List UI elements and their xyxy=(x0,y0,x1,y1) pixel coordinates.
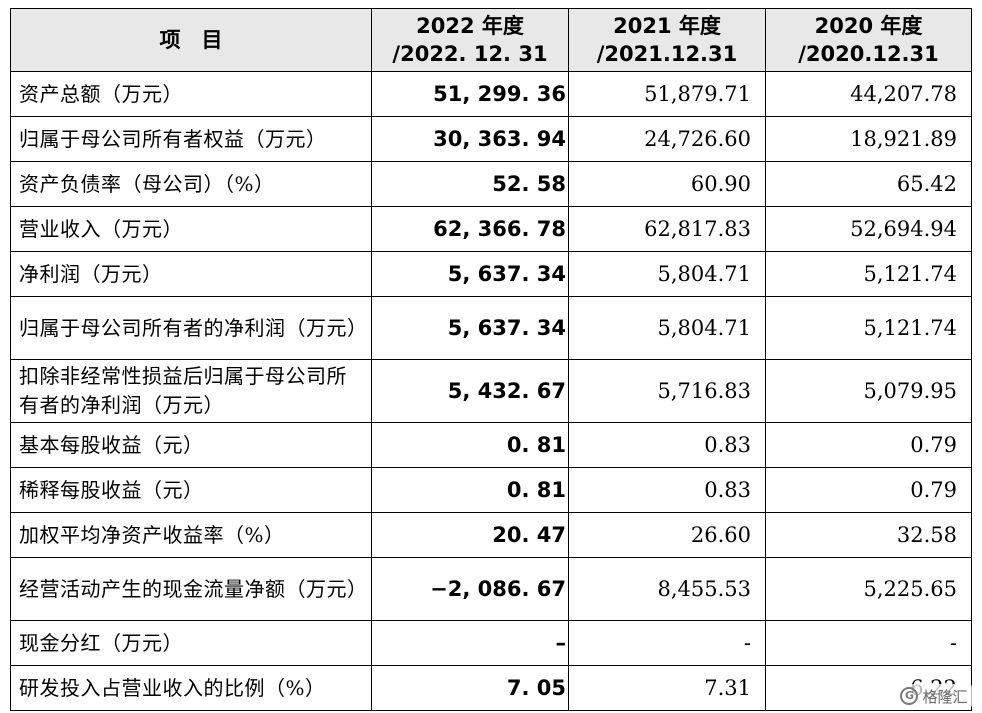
table-row: 经营活动产生的现金流量净额（万元） −2, 086. 67 8,455.53 5… xyxy=(10,557,972,621)
table-row: 归属于母公司所有者权益（万元） 30, 363. 94 24,726.60 18… xyxy=(10,116,972,162)
value-2021: 7.31 xyxy=(568,665,766,711)
row-label: 营业收入（万元） xyxy=(10,206,372,252)
table-row: 现金分红（万元） – - - xyxy=(10,620,972,666)
value-2021: 62,817.83 xyxy=(568,206,766,252)
table-row: 归属于母公司所有者的净利润（万元） 5, 637. 34 5,804.71 5,… xyxy=(10,296,972,360)
value-2021: 5,804.71 xyxy=(568,296,766,360)
value-2021: - xyxy=(568,620,766,666)
table-row: 扣除非经常性损益后归属于母公司所有者的净利润（万元） 5, 432. 67 5,… xyxy=(10,359,972,423)
value-2020: 5,079.95 xyxy=(765,359,972,423)
financial-table: 项 目 2022 年度 /2022. 12. 31 2021 年度 /2021.… xyxy=(10,8,972,711)
row-label: 归属于母公司所有者权益（万元） xyxy=(10,116,372,162)
table-row: 营业收入（万元） 62, 366. 78 62,817.83 52,694.94 xyxy=(10,206,972,252)
watermark: G 格隆汇 xyxy=(892,684,976,708)
value-2020: 52,694.94 xyxy=(765,206,972,252)
value-2022: 0. 81 xyxy=(371,467,569,513)
row-label: 研发投入占营业收入的比例（%） xyxy=(10,665,372,711)
table-row: 资产负债率（母公司）（%） 52. 58 60.90 65.42 xyxy=(10,161,972,207)
row-label: 经营活动产生的现金流量净额（万元） xyxy=(10,557,372,621)
value-2020: 0.79 xyxy=(765,422,972,468)
value-2021: 0.83 xyxy=(568,422,766,468)
header-2020: 2020 年度 /2020.12.31 xyxy=(765,8,972,72)
value-2020: 18,921.89 xyxy=(765,116,972,162)
table-header-row: 项 目 2022 年度 /2022. 12. 31 2021 年度 /2021.… xyxy=(10,8,972,72)
value-2020: 44,207.78 xyxy=(765,71,972,117)
value-2022: 62, 366. 78 xyxy=(371,206,569,252)
value-2022: 5, 637. 34 xyxy=(371,251,569,297)
value-2020: 32.58 xyxy=(765,512,972,558)
value-2022: 20. 47 xyxy=(371,512,569,558)
header-2022: 2022 年度 /2022. 12. 31 xyxy=(371,8,569,72)
row-label: 资产总额（万元） xyxy=(10,71,372,117)
row-label: 基本每股收益（元） xyxy=(10,422,372,468)
value-2020: 5,121.74 xyxy=(765,251,972,297)
table-row: 研发投入占营业收入的比例（%） 7. 05 7.31 6.22 xyxy=(10,665,972,711)
header-2022-date: /2022. 12. 31 xyxy=(392,42,548,66)
value-2022: – xyxy=(371,620,569,666)
header-2022-year: 2022 年度 xyxy=(416,14,524,38)
row-label: 扣除非经常性损益后归属于母公司所有者的净利润（万元） xyxy=(10,359,372,423)
row-label: 归属于母公司所有者的净利润（万元） xyxy=(10,296,372,360)
table-row: 基本每股收益（元） 0. 81 0.83 0.79 xyxy=(10,422,972,468)
value-2022: 30, 363. 94 xyxy=(371,116,569,162)
value-2022: 7. 05 xyxy=(371,665,569,711)
value-2021: 8,455.53 xyxy=(568,557,766,621)
value-2020: - xyxy=(765,620,972,666)
header-item: 项 目 xyxy=(10,8,372,72)
value-2020: 5,225.65 xyxy=(765,557,972,621)
row-label: 现金分红（万元） xyxy=(10,620,372,666)
value-2021: 26.60 xyxy=(568,512,766,558)
value-2022: 5, 432. 67 xyxy=(371,359,569,423)
value-2021: 60.90 xyxy=(568,161,766,207)
row-label: 稀释每股收益（元） xyxy=(10,467,372,513)
row-label: 资产负债率（母公司）（%） xyxy=(10,161,372,207)
header-2021-year: 2021 年度 xyxy=(613,14,721,38)
value-2020: 65.42 xyxy=(765,161,972,207)
value-2022: 51, 299. 36 xyxy=(371,71,569,117)
value-2022: −2, 086. 67 xyxy=(371,557,569,621)
row-label: 净利润（万元） xyxy=(10,251,372,297)
value-2022: 0. 81 xyxy=(371,422,569,468)
table-row: 稀释每股收益（元） 0. 81 0.83 0.79 xyxy=(10,467,972,513)
table-row: 加权平均净资产收益率（%） 20. 47 26.60 32.58 xyxy=(10,512,972,558)
value-2020: 5,121.74 xyxy=(765,296,972,360)
gelonghui-logo-icon: G xyxy=(900,687,919,705)
header-2020-date: /2020.12.31 xyxy=(798,42,939,66)
header-2021: 2021 年度 /2021.12.31 xyxy=(568,8,766,72)
value-2022: 5, 637. 34 xyxy=(371,296,569,360)
value-2021: 5,804.71 xyxy=(568,251,766,297)
value-2021: 24,726.60 xyxy=(568,116,766,162)
table-row: 资产总额（万元） 51, 299. 36 51,879.71 44,207.78 xyxy=(10,71,972,117)
table-row: 净利润（万元） 5, 637. 34 5,804.71 5,121.74 xyxy=(10,251,972,297)
row-label: 加权平均净资产收益率（%） xyxy=(10,512,372,558)
watermark-text: 格隆汇 xyxy=(922,687,968,706)
value-2021: 51,879.71 xyxy=(568,71,766,117)
value-2022: 52. 58 xyxy=(371,161,569,207)
value-2021: 5,716.83 xyxy=(568,359,766,423)
header-2020-year: 2020 年度 xyxy=(814,14,923,38)
value-2020: 0.79 xyxy=(765,467,972,513)
header-2021-date: /2021.12.31 xyxy=(596,42,738,66)
value-2021: 0.83 xyxy=(568,467,766,513)
